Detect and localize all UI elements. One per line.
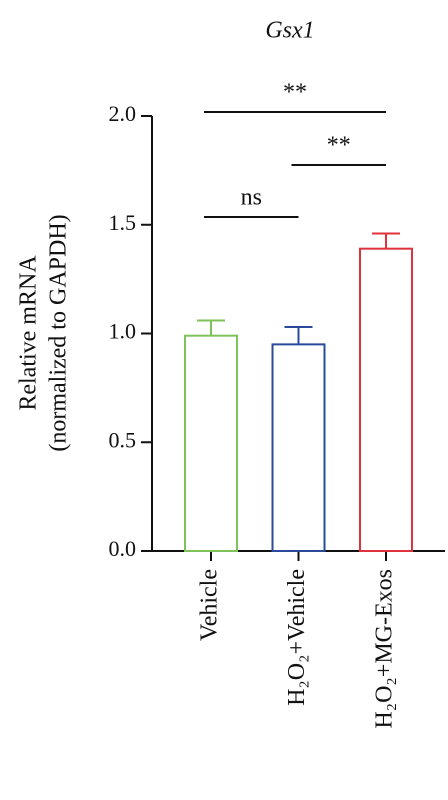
y-tick-label: 0.5 [109, 427, 137, 452]
error-bar [197, 319, 225, 336]
bar [271, 343, 326, 552]
significance-label: ** [327, 133, 351, 159]
chart-title: Gsx1 [265, 18, 314, 44]
y-tick-label: 1.5 [109, 210, 137, 235]
bar [184, 334, 238, 552]
error-bar [284, 325, 313, 345]
y-tick-label: 2.0 [109, 101, 137, 126]
x-label-group: H₂O₂+Vehicle [284, 569, 310, 706]
x-label-group: H₂O₂+MG-Exos [372, 569, 398, 729]
significance-label: ** [283, 80, 307, 106]
y-tick-label: 0.0 [109, 536, 137, 561]
x-tick-label: H₂O₂+Vehicle [284, 569, 310, 706]
x-label-group: Vehicle [197, 569, 223, 641]
x-tick-label: Vehicle [197, 569, 223, 641]
error-bar [372, 232, 400, 249]
x-tick-label: H₂O₂+MG-Exos [372, 569, 398, 729]
y-axis-title: Relative mRNA (normalized to GAPDH) [16, 214, 72, 451]
bar [359, 247, 413, 553]
y-tick-label: 1.0 [109, 319, 137, 344]
y-label-line: (normalized to GAPDH) [46, 214, 72, 451]
y-label-line: Relative mRNA [16, 255, 42, 411]
significance-label: ns [241, 185, 262, 211]
